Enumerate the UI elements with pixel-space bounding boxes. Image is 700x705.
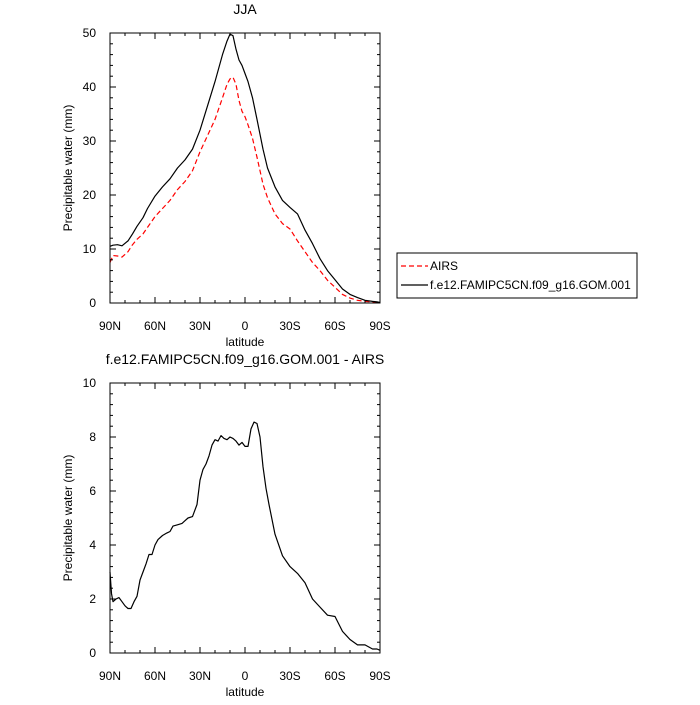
top-ytick-label: 50 <box>83 26 97 40</box>
bottom-plot: f.e12.FAMIPC5CN.f09_g16.GOM.001 - AIRS l… <box>61 351 391 699</box>
legend: AIRS f.e12.FAMIPC5CN.f09_g16.GOM.001 <box>396 252 638 299</box>
bottom-ytick-label: 2 <box>89 592 96 606</box>
top-xtick-label: 30S <box>279 319 300 333</box>
bottom-series-line-0 <box>109 421 381 651</box>
bottom-xtick-label: 60S <box>324 669 345 683</box>
top-xtick-label: 30N <box>189 319 211 333</box>
legend-box <box>396 252 638 299</box>
top-xtick-label: 90S <box>369 319 390 333</box>
bottom-plot-title: f.e12.FAMIPC5CN.f09_g16.GOM.001 - AIRS <box>106 351 385 367</box>
top-xtick-label: 60N <box>144 319 166 333</box>
bottom-plot-xlabel: latitude <box>226 685 265 699</box>
bottom-xtick-label: 30N <box>189 669 211 683</box>
top-xtick-label: 90N <box>99 319 121 333</box>
top-plot-xlabel: latitude <box>226 335 265 349</box>
top-plot-frame <box>109 32 381 304</box>
top-ytick-label: 40 <box>83 80 97 94</box>
bottom-plot-frame <box>109 382 381 654</box>
bottom-xtick-label: 90N <box>99 669 121 683</box>
top-ytick-label: 10 <box>83 242 97 256</box>
bottom-plot-ylabel: Precipitable water (mm) <box>61 455 75 582</box>
top-series-line-1 <box>109 33 381 304</box>
bottom-xtick-label: 30S <box>279 669 300 683</box>
top-plot-title: JJA <box>233 1 257 17</box>
bottom-xtick-label: 60N <box>144 669 166 683</box>
legend-label-airs: AIRS <box>430 259 458 273</box>
bottom-ytick-label: 10 <box>83 376 97 390</box>
top-ytick-label: 20 <box>83 188 97 202</box>
top-plot-ylabel: Precipitable water (mm) <box>61 105 75 232</box>
bottom-ytick-label: 6 <box>89 484 96 498</box>
bottom-xtick-label: 90S <box>369 669 390 683</box>
top-ytick-label: 0 <box>89 296 96 310</box>
top-xtick-label: 0 <box>242 319 249 333</box>
bottom-ytick-label: 0 <box>89 646 96 660</box>
top-ytick-label: 30 <box>83 134 97 148</box>
legend-label-model: f.e12.FAMIPC5CN.f09_g16.GOM.001 <box>430 278 631 292</box>
bottom-ytick-label: 8 <box>89 430 96 444</box>
top-series-line-0 <box>109 76 380 304</box>
top-plot: JJA latitude Precipitable water (mm) 90N… <box>61 1 391 349</box>
bottom-xtick-label: 0 <box>242 669 249 683</box>
bottom-ytick-label: 4 <box>89 538 96 552</box>
top-xtick-label: 60S <box>324 319 345 333</box>
